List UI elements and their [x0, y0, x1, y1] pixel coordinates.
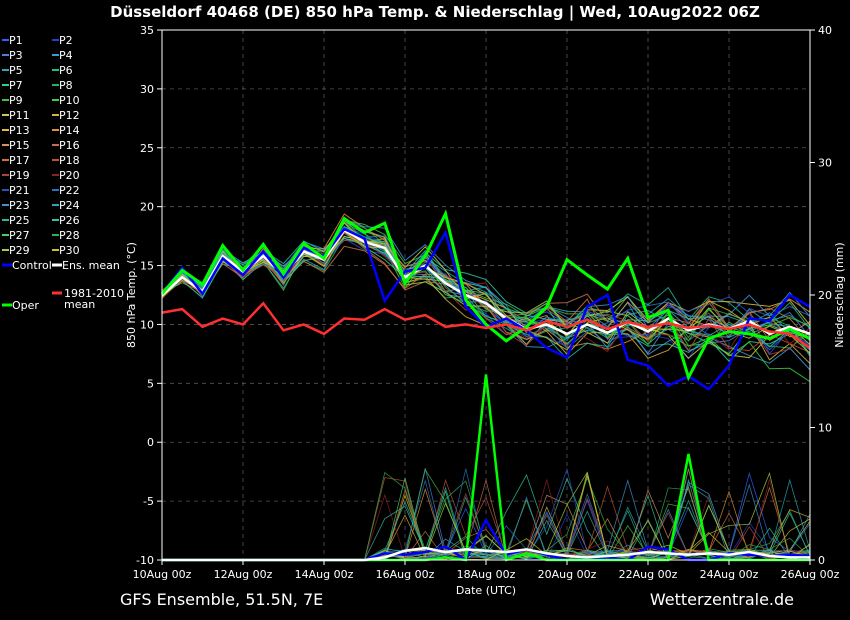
legend-label-p28: P28	[59, 229, 80, 242]
legend-label-p10: P10	[59, 94, 80, 107]
y2-tick-label: 30	[818, 157, 832, 170]
grid-lines	[162, 30, 810, 560]
legend-label-1981-2010-mean: 1981-2010 mean	[64, 287, 124, 311]
legend-label-p12: P12	[59, 109, 80, 122]
y-tick-label: -10	[136, 554, 154, 567]
legend-label-p23: P23	[9, 199, 30, 212]
x-tick-label: 22Aug 00z	[619, 568, 678, 581]
legend-label-p5: P5	[9, 64, 23, 77]
footer-source: GFS Ensemble, 51.5N, 7E	[120, 590, 323, 609]
y-tick-label: 35	[140, 24, 154, 37]
y-tick-label: 30	[140, 83, 154, 96]
ensemble-line-p9	[161, 219, 811, 347]
x-tick-label: 16Aug 00z	[376, 568, 435, 581]
y-tick-label: 20	[140, 201, 154, 214]
legend-label-control: Control	[12, 259, 52, 272]
y2-axis-label: Niederschlag (mm)	[833, 242, 846, 347]
legend-label-p22: P22	[59, 184, 80, 197]
legend-label-p30: P30	[59, 244, 80, 257]
legend-label-p3: P3	[9, 49, 23, 62]
legend-label-p26: P26	[59, 214, 80, 227]
legend: P1 P2 P3 P4 P5 P6 P7 P8 P9 P10 P11 P12 P13 P14 P15 P16 P…	[2, 34, 124, 312]
series-line-oper	[160, 209, 811, 382]
y-tick-label: -5	[143, 495, 154, 508]
legend-label-p16: P16	[59, 139, 80, 152]
legend-label-ens-mean: Ens. mean	[62, 259, 120, 272]
x-tick-label: 10Aug 00z	[133, 568, 192, 581]
x-axis-ticks: 10Aug 00z 12Aug 00z 14Aug 00z 16Aug 00z 18Au…	[133, 560, 840, 581]
x-tick-label: 12Aug 00z	[214, 568, 273, 581]
legend-label-p24: P24	[59, 199, 80, 212]
y2-axis-ticks: 0 10 20 30 40	[810, 24, 832, 567]
precip-line-p28	[162, 471, 811, 561]
legend-label-p27: P27	[9, 229, 30, 242]
precip-line-p30	[162, 472, 811, 561]
legend-label-p20: P20	[59, 169, 80, 182]
legend-label-p9: P9	[9, 94, 23, 107]
legend-label-p19: P19	[9, 169, 30, 182]
x-tick-label: 26Aug 00z	[781, 568, 840, 581]
y2-tick-label: 0	[818, 554, 825, 567]
legend-label-p1: P1	[9, 34, 23, 47]
x-tick-label: 18Aug 00z	[457, 568, 516, 581]
legend-label-p25: P25	[9, 214, 30, 227]
y-tick-label: 0	[147, 436, 154, 449]
legend-label-p13: P13	[9, 124, 30, 137]
legend-label-oper: Oper	[12, 299, 39, 312]
legend-label-p14: P14	[59, 124, 80, 137]
legend-label-p2: P2	[59, 34, 73, 47]
x-tick-label: 14Aug 00z	[295, 568, 354, 581]
y-tick-label: 5	[147, 377, 154, 390]
series-line-1981-2010-mean	[161, 301, 811, 350]
precip-line-p29	[162, 471, 811, 561]
precipitation-lines	[162, 467, 811, 561]
y-tick-label: 10	[140, 318, 154, 331]
y-tick-label: 25	[140, 142, 154, 155]
legend-label-p29: P29	[9, 244, 30, 257]
legend-label-p15: P15	[9, 139, 30, 152]
legend-label-p21: P21	[9, 184, 30, 197]
chart-title: Düsseldorf 40468 (DE) 850 hPa Temp. & Ni…	[110, 3, 760, 22]
x-axis-label: Date (UTC)	[456, 584, 516, 597]
y2-tick-label: 10	[818, 422, 832, 435]
ensemble-line-p17	[161, 245, 811, 342]
x-tick-label: 20Aug 00z	[538, 568, 597, 581]
ensemble-line-p30	[161, 231, 811, 351]
y2-tick-label: 40	[818, 24, 832, 37]
legend-label-p18: P18	[59, 154, 80, 167]
y-axis-ticks: -10 -5 0 5 10 15 20 25 30 35	[136, 24, 162, 567]
legend-label-p4: P4	[59, 49, 73, 62]
legend-label-p17: P17	[9, 154, 30, 167]
y2-tick-label: 20	[818, 289, 832, 302]
legend-label-p8: P8	[59, 79, 73, 92]
footer-site: Wetterzentrale.de	[650, 590, 794, 609]
legend-label-p7: P7	[9, 79, 23, 92]
x-tick-label: 24Aug 00z	[700, 568, 759, 581]
y-tick-label: 15	[140, 260, 154, 273]
legend-label-p11: P11	[9, 109, 30, 122]
ensemble-line-p29	[161, 221, 811, 354]
y-axis-label: 850 hPa Temp. (°C)	[125, 242, 138, 348]
legend-label-p6: P6	[59, 64, 73, 77]
